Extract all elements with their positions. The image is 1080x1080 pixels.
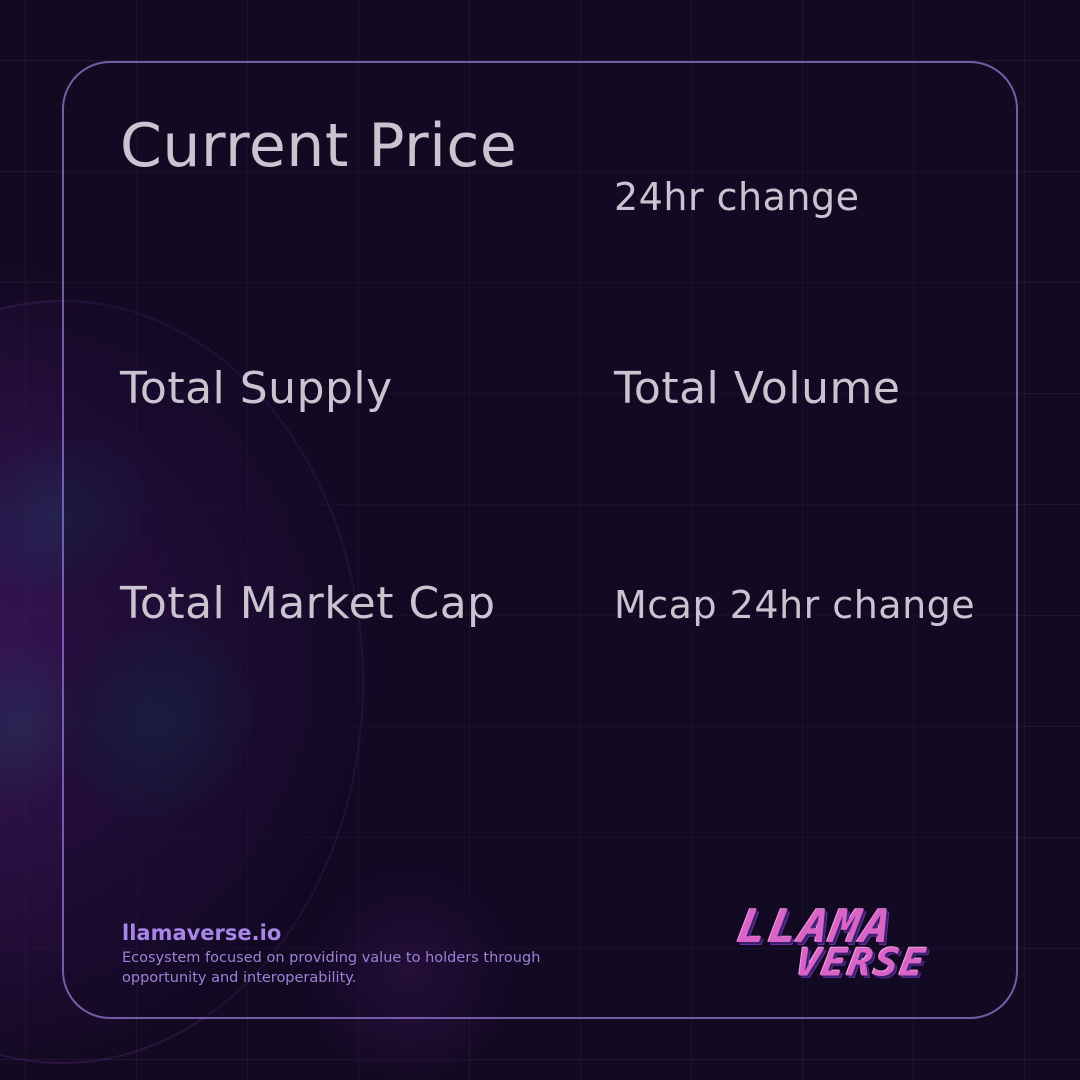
background-petal (300, 860, 520, 1080)
tagline: Ecosystem focused on providing value to … (122, 950, 541, 986)
llamaverse-logo: LLAMA VERSE (733, 900, 988, 985)
total-supply-label: Total Supply (120, 363, 393, 414)
mcap-24hr-change-label: Mcap 24hr change (614, 583, 976, 627)
current-price-label: Current Price (120, 111, 518, 181)
change-24hr-label: 24hr change (614, 175, 860, 219)
total-market-cap-label: Total Market Cap (120, 578, 496, 629)
stats-card: Current Price 24hr change Total Supply T… (62, 61, 1018, 1019)
site-url: llamaverse.io (122, 921, 282, 945)
total-volume-label: Total Volume (614, 363, 901, 414)
logo-text-bottom: VERSE (792, 941, 931, 985)
